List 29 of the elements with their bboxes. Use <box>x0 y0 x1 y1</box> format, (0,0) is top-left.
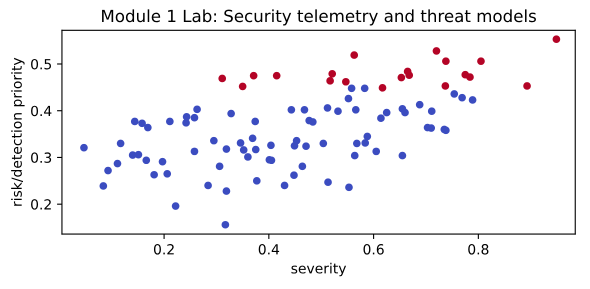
point <box>326 77 334 85</box>
point <box>523 82 531 90</box>
point <box>350 51 358 59</box>
y-tick-label: 0.5 <box>31 58 52 70</box>
point <box>442 82 450 90</box>
point <box>552 35 560 44</box>
point <box>405 71 414 80</box>
x-tick-label: 0.4 <box>258 244 280 255</box>
point <box>442 57 450 65</box>
y-tick-label: 0.3 <box>31 152 52 163</box>
point <box>342 78 350 86</box>
x-tick-label: 0.2 <box>154 244 174 255</box>
point <box>328 70 336 78</box>
point <box>466 73 474 81</box>
x-tick-label: 0.6 <box>363 244 384 255</box>
point <box>398 74 406 82</box>
x-tick-label: 0.8 <box>468 244 488 255</box>
point <box>477 57 485 65</box>
point <box>238 82 246 90</box>
chart-title: Module 1 Lab: Security telemetry and threat models <box>102 9 536 26</box>
point <box>432 47 440 55</box>
point <box>218 74 226 82</box>
point <box>272 72 280 80</box>
y-tick-label: 0.2 <box>31 199 51 210</box>
x-axis-title: severity <box>291 262 346 276</box>
y-axis-title: risk/detection priority <box>11 58 25 206</box>
y-tick-label: 0.4 <box>31 106 52 116</box>
point <box>378 84 386 92</box>
point <box>250 72 258 80</box>
